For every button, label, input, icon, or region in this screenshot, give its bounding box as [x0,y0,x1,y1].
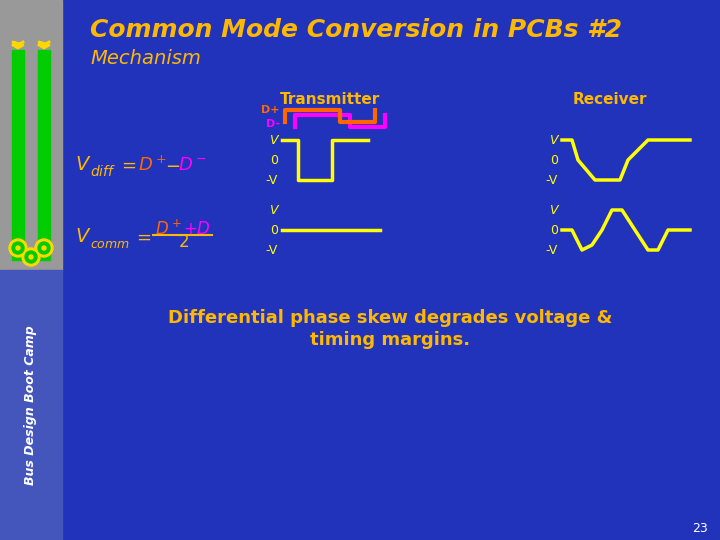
Circle shape [35,239,53,257]
Circle shape [22,248,40,266]
Circle shape [38,242,50,254]
Text: $\mathit{comm}$: $\mathit{comm}$ [90,239,130,252]
Bar [0,270,62,540]
Text: 0: 0 [550,153,558,166]
Text: 0: 0 [270,224,278,237]
Text: 0: 0 [550,224,558,237]
Text: Receiver: Receiver [572,92,647,107]
Text: V: V [549,204,558,217]
Circle shape [29,255,33,259]
Text: V: V [549,133,558,146]
Text: 23: 23 [692,522,708,535]
Text: $-$: $-$ [165,156,180,174]
Text: Transmitter: Transmitter [280,92,380,107]
Text: Differential phase skew degrades voltage &: Differential phase skew degrades voltage… [168,309,612,327]
Text: $D^+$: $D^+$ [138,156,167,174]
Text: $=$: $=$ [133,228,152,246]
Text: $D^-$: $D^-$ [178,156,207,174]
Text: $D^+$: $D^+$ [155,219,182,239]
Text: Common Mode Conversion in PCBs #2: Common Mode Conversion in PCBs #2 [90,18,622,42]
Circle shape [42,246,46,250]
Text: Mechanism: Mechanism [90,49,201,68]
Text: -V: -V [266,173,278,186]
Text: $\mathit{V}$: $\mathit{V}$ [75,156,91,174]
Text: $2$: $2$ [178,233,189,251]
Text: V: V [269,204,278,217]
Circle shape [16,246,20,250]
Text: 0: 0 [270,153,278,166]
Text: $\mathit{V}$: $\mathit{V}$ [75,227,91,246]
Circle shape [9,239,27,257]
Text: D-: D- [266,119,280,129]
Circle shape [25,251,37,263]
Text: $\mathit{diff}$: $\mathit{diff}$ [90,165,116,179]
Text: -V: -V [546,173,558,186]
Text: -V: -V [546,244,558,256]
Text: D+: D+ [261,105,280,115]
Text: $= $: $= $ [118,156,137,174]
Bar [38,50,50,260]
Text: V: V [269,133,278,146]
Text: timing margins.: timing margins. [310,331,470,349]
Text: $+ D$: $+ D$ [183,220,211,238]
Text: -V: -V [266,244,278,256]
Bar [12,50,24,260]
Circle shape [12,242,24,254]
Text: Bus Design Boot Camp: Bus Design Boot Camp [24,325,37,485]
Bar [0,0,62,270]
